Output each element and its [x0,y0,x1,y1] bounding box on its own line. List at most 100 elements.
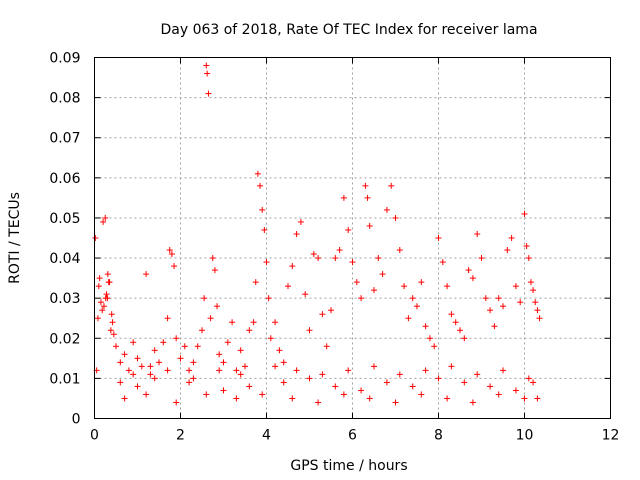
x-tick-label: 0 [90,428,99,444]
data-point [465,267,472,274]
data-point [444,395,451,402]
data-point [164,367,171,374]
data-point [358,387,365,394]
data-point [521,395,528,402]
data-point [293,367,300,374]
x-tick-label: 2 [176,428,185,444]
data-point [254,170,261,177]
data-point [448,363,455,370]
data-point [383,379,390,386]
data-point [521,210,528,217]
data-point [452,319,459,326]
data-point [534,395,541,402]
data-point [461,379,468,386]
data-point [418,279,425,286]
data-point [143,271,150,278]
data-point [500,367,506,374]
data-point [138,363,145,370]
data-point [435,235,442,241]
data-point [151,347,158,354]
data-point [366,395,373,402]
data-point [474,371,481,378]
data-point [108,311,115,318]
data-point [134,383,141,390]
data-point [319,311,326,318]
data-point [97,299,104,306]
data-point [289,263,296,270]
data-point [103,291,110,298]
data-point [504,247,511,254]
data-point [203,391,210,398]
data-point [332,383,339,390]
data-point [435,375,442,382]
data-point [229,319,236,326]
data-point [117,379,124,386]
data-point [362,182,369,189]
data-point [203,62,210,69]
data-point [246,327,253,334]
y-tick-label: 0.02 [49,331,80,347]
data-point [474,230,481,237]
data-point [414,303,420,310]
data-point [383,206,390,213]
data-point [105,279,112,286]
data-point [285,283,291,290]
data-point [216,367,223,374]
data-point [110,331,117,338]
data-point [151,375,158,382]
data-point [392,214,399,221]
data-point [267,335,274,342]
data-point [99,307,106,314]
data-point [246,383,253,390]
data-point [422,323,429,330]
data-point [297,218,304,225]
data-point [487,307,494,314]
data-point [160,339,167,346]
data-point [319,371,326,378]
y-tick-label: 0.05 [49,211,80,227]
data-point [431,343,438,350]
data-point [310,251,317,258]
data-point [405,315,412,322]
data-point [366,222,373,229]
data-point [444,283,451,290]
data-point [500,303,506,310]
data-point [177,355,184,362]
data-point [512,387,519,394]
data-point [371,363,377,370]
data-point [495,295,502,302]
data-point [349,259,356,266]
data-point [396,371,403,378]
data-point [102,214,109,221]
data-point [237,347,244,354]
data-point [95,283,102,290]
chart-title: Day 063 of 2018, Rate Of TEC Index for r… [160,22,537,38]
data-point [396,247,403,254]
gridlines [94,57,611,419]
data-point [276,347,283,354]
data-point [289,395,296,402]
data-point [508,235,515,241]
y-tick-label: 0.04 [49,251,80,267]
data-point [375,255,382,262]
data-point [168,251,175,258]
data-point [527,279,534,286]
data-point [147,371,154,378]
data-point [207,315,214,322]
data-point [121,395,128,402]
data-point [401,283,408,290]
data-point [336,247,343,254]
data-point [190,359,197,366]
x-tick-label: 6 [348,428,357,444]
x-tick-label: 4 [262,428,271,444]
data-point [130,339,137,346]
data-point [265,295,272,302]
data-point [134,355,141,362]
data-point [345,367,352,374]
data-point [280,379,287,386]
x-axis-label: GPS time / hours [290,458,407,474]
data-point [461,335,468,342]
data-point [457,327,463,334]
data-point [233,395,240,402]
